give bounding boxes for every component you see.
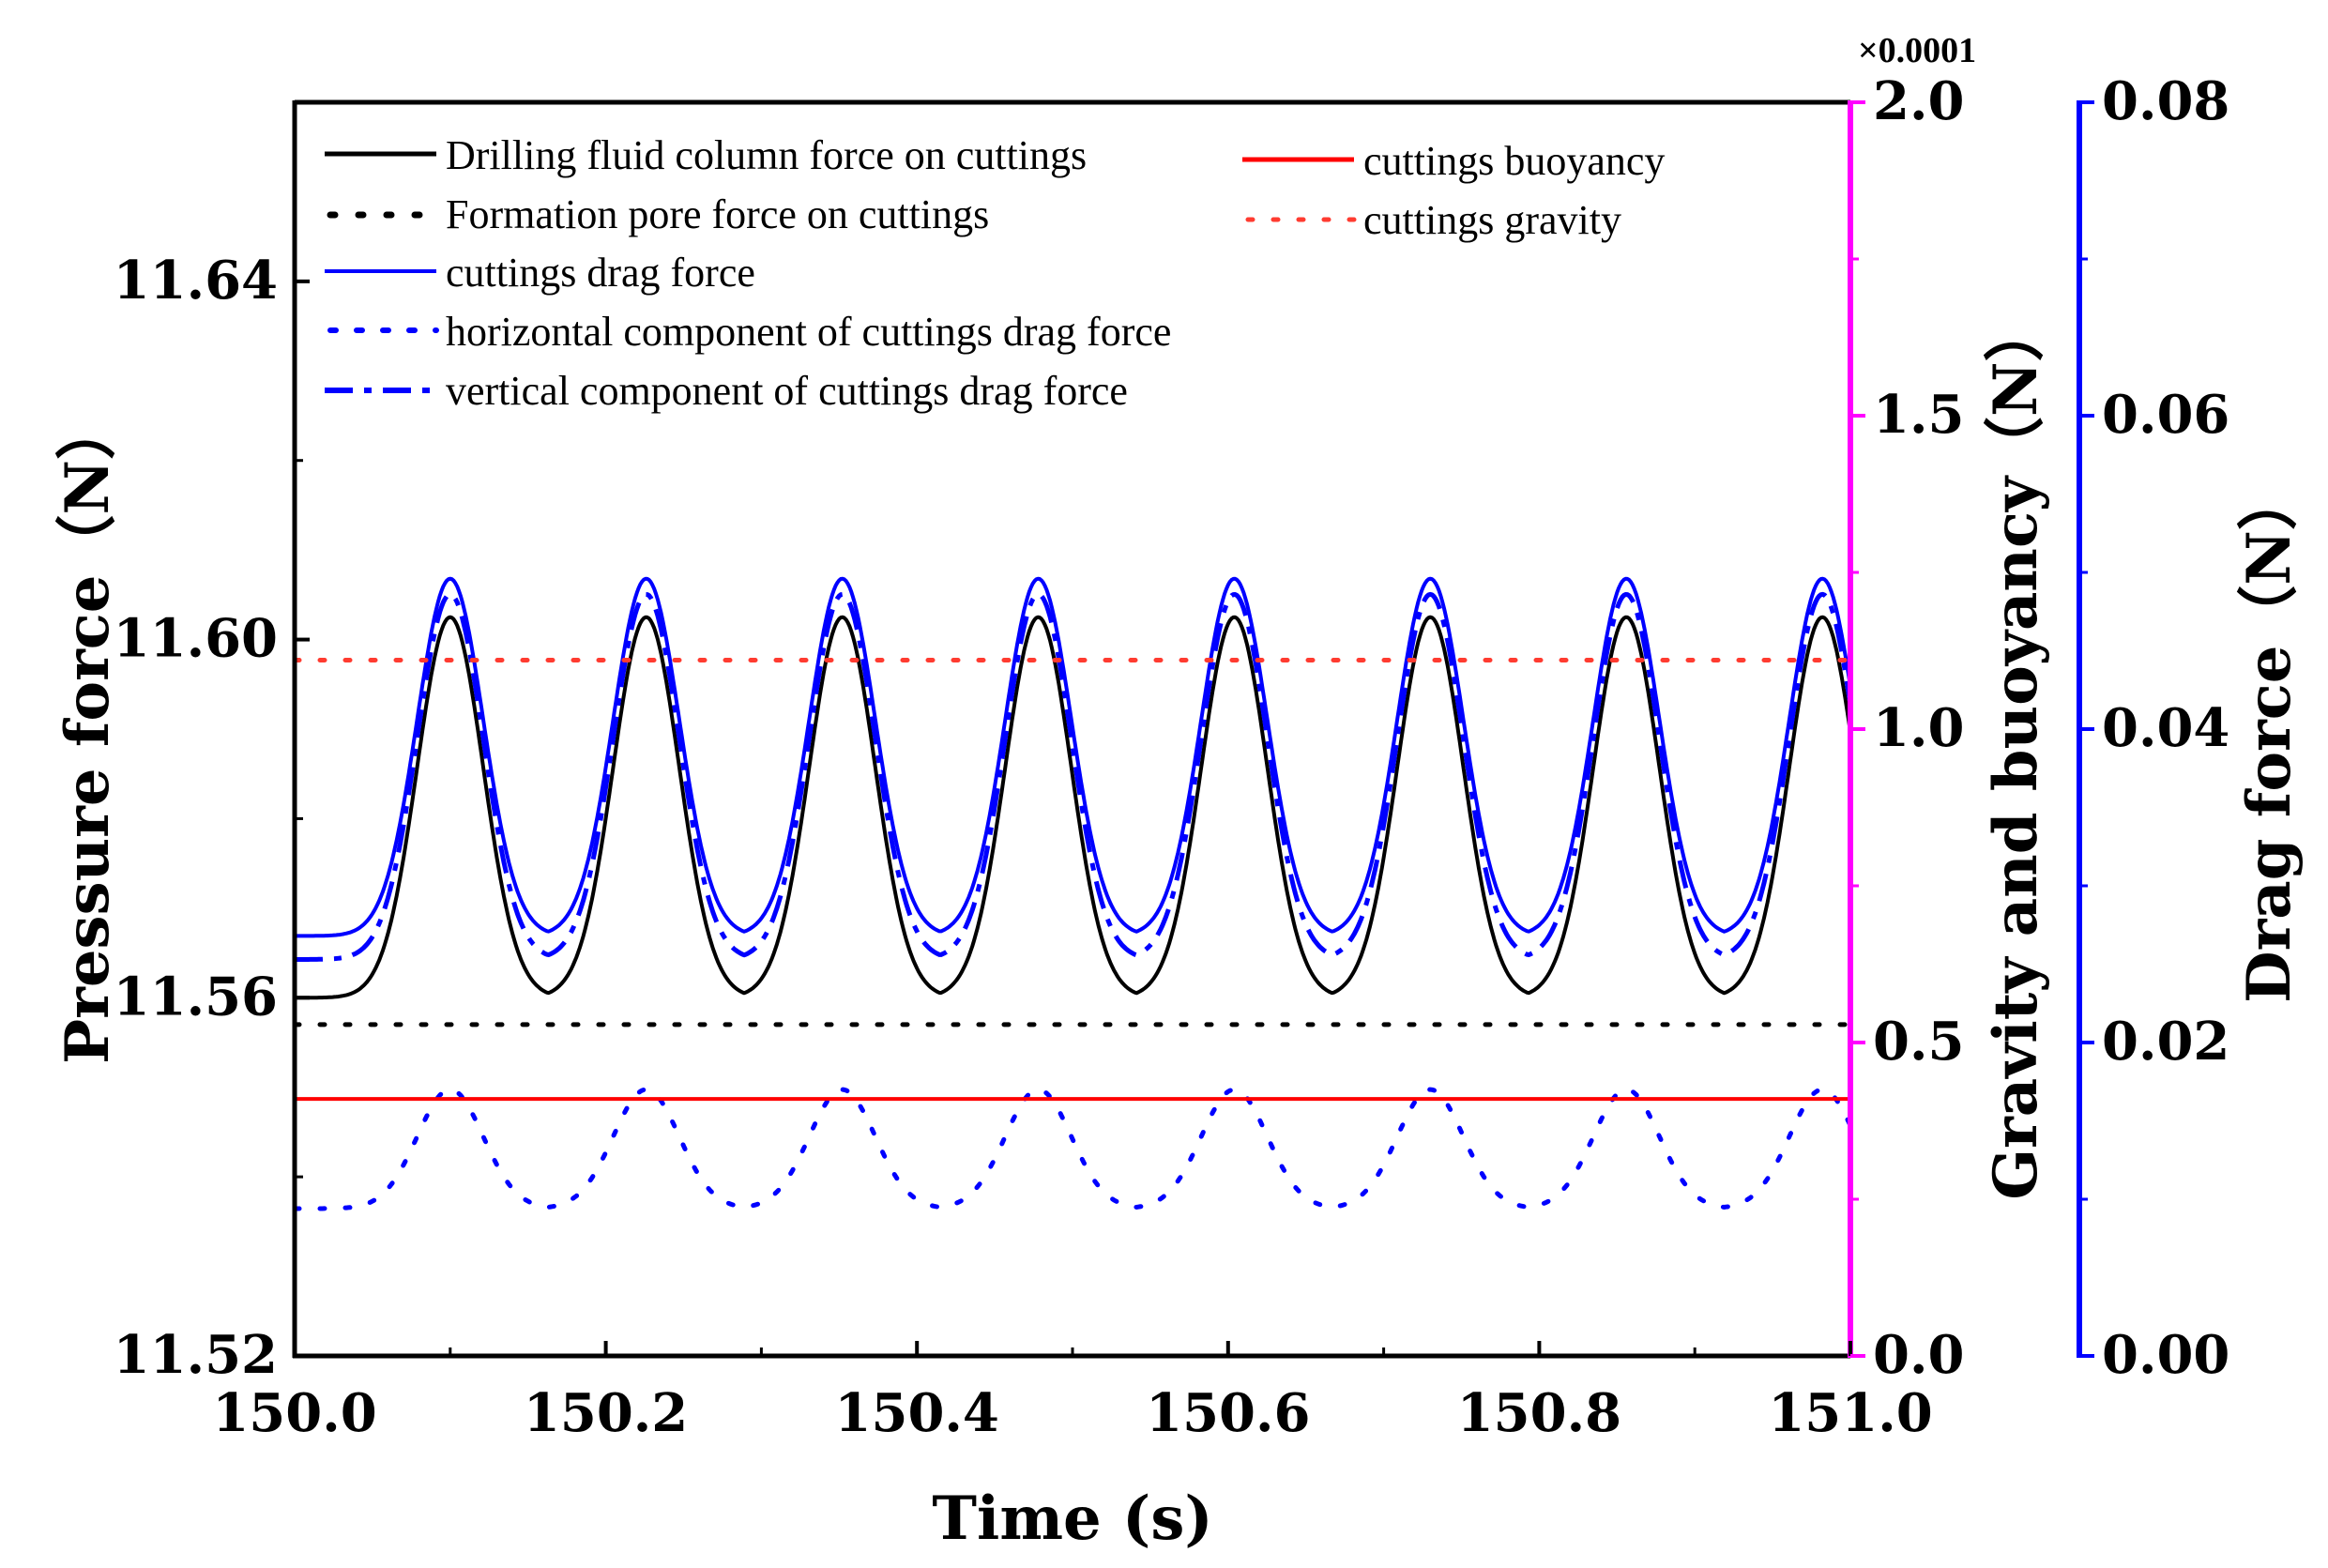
legend-label-pore: Formation pore force on cuttings [446, 191, 989, 237]
series-layer [292, 576, 1853, 1211]
bottom-axis-ticks: 150.0 150.2 150.4 150.6 150.8 151.0 [212, 1341, 1933, 1444]
bottom-tick-label: 151.0 [1768, 1382, 1932, 1444]
gravity-axis-multiplier: ×0.0001 [1858, 31, 1976, 70]
drag-tick-label: 0.00 [2102, 1324, 2229, 1386]
left-tick-label: 11.56 [114, 966, 278, 1028]
series-line-horizontal-component-of-cuttings-drag-force [292, 1087, 1853, 1211]
series-line-drilling-fluid-column-force-on-cuttings [294, 615, 1852, 1000]
drag-tick-label: 0.08 [2102, 70, 2229, 132]
bottom-tick-label: 150.2 [524, 1382, 688, 1444]
drag-axis-title: Drag force（N） [2234, 470, 2305, 1003]
bottom-tick-label: 150.0 [212, 1382, 376, 1444]
gravity-axis-title: Gravity and buoyancy（N） [1981, 301, 2051, 1199]
drag-axis-ticks: 0.00 0.02 0.04 0.06 0.08 [2079, 70, 2229, 1386]
drag-tick-label: 0.04 [2102, 697, 2229, 759]
legend-label-buoyancy: cuttings buoyancy [1363, 138, 1665, 184]
left-axis-ticks: 11.52 11.56 11.60 11.64 [114, 250, 310, 1386]
legend-label-gravity: cuttings gravity [1363, 197, 1621, 243]
left-tick-label: 11.64 [114, 250, 278, 312]
bottom-tick-label: 150.6 [1146, 1382, 1310, 1444]
bottom-tick-label: 150.8 [1457, 1382, 1621, 1444]
drag-tick-label: 0.06 [2102, 384, 2229, 446]
bottom-tick-label: 150.4 [835, 1382, 999, 1444]
series-line-vertical-component-of-cuttings-drag-force [294, 591, 1853, 962]
legend-label-drag: cuttings drag force [446, 250, 755, 296]
legend-label-vertical: vertical component of cuttings drag forc… [446, 368, 1128, 414]
gravity-axis-ticks: 0.0 0.5 1.0 1.5 2.0 [1850, 70, 1964, 1386]
left-tick-label: 11.52 [114, 1324, 278, 1386]
x-axis-title: Time (s) [932, 1484, 1212, 1554]
gravity-tick-label: 1.0 [1873, 697, 1964, 759]
gravity-tick-label: 2.0 [1873, 70, 1964, 132]
legend-label-horizontal: horizontal component of cuttings drag fo… [446, 309, 1171, 355]
legend: Drilling fluid column force on cuttings … [325, 132, 1665, 414]
drag-tick-label: 0.02 [2102, 1011, 2229, 1073]
series-line-cuttings-drag-force [294, 576, 1852, 938]
left-axis-title: Pressure force（N） [53, 400, 123, 1064]
gravity-tick-label: 0.5 [1873, 1011, 1964, 1073]
legend-label-column: Drilling fluid column force on cuttings [446, 132, 1087, 178]
gravity-tick-label: 1.5 [1873, 384, 1964, 446]
gravity-tick-label: 0.0 [1873, 1324, 1964, 1386]
left-tick-label: 11.60 [114, 608, 278, 670]
